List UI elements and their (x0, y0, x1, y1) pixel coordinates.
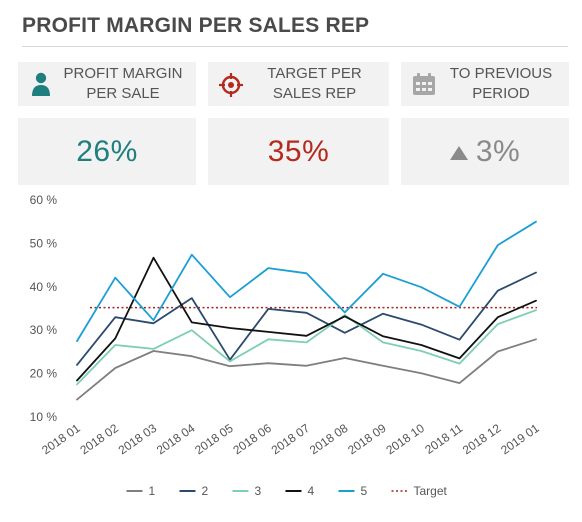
legend-label-4: 4 (308, 484, 315, 498)
x-tick-label: 2018 09 (345, 421, 389, 458)
kpi-target-card: 35% (208, 118, 389, 185)
triangle-up-icon (449, 145, 468, 160)
calendar-icon (411, 70, 437, 98)
x-tick-label: 2018 02 (77, 421, 121, 458)
kpi-target-header: TARGET PER SALES REP (208, 62, 389, 106)
y-tick-label: 30 % (30, 323, 58, 337)
kpi-profit-margin-label: PROFIT MARGIN PER SALE (56, 64, 190, 104)
kpi-previous-period-value: 3% (475, 134, 521, 168)
series-line-4 (76, 256, 537, 382)
x-tick-label: 2018 04 (154, 421, 198, 458)
x-tick-label: 2018 01 (39, 421, 83, 458)
series-line-1 (76, 338, 537, 401)
kpi-label-line2: PER SALE (86, 85, 160, 102)
kpi-label-line1: TO PREVIOUS (449, 65, 553, 82)
series-line-5 (76, 220, 537, 343)
page-title: PROFIT MARGIN PER SALES REP (22, 14, 370, 37)
x-tick-label: 2018 08 (307, 421, 351, 458)
x-tick-label: 2018 11 (422, 421, 465, 457)
series-line-3 (76, 309, 537, 386)
x-tick-label: 2018 10 (383, 421, 427, 458)
kpi-label-line1: PROFIT MARGIN (63, 65, 183, 82)
legend-label-5: 5 (361, 484, 368, 498)
x-tick-label: 2018 07 (269, 421, 313, 458)
y-tick-label: 40 % (30, 280, 58, 294)
y-tick-label: 20 % (30, 367, 58, 381)
x-tick-label: 2018 05 (192, 421, 236, 458)
kpi-profit-margin-value: 26% (76, 134, 138, 168)
kpi-label-line2: SALES REP (272, 85, 357, 102)
x-tick-label: 2018 12 (460, 421, 504, 458)
legend-label-2: 2 (202, 484, 209, 498)
y-tick-label: 10 % (30, 410, 58, 424)
kpi-profit-margin-header: PROFIT MARGIN PER SALE (18, 62, 196, 106)
kpi-previous-period-header: TO PREVIOUS PERIOD (401, 62, 569, 106)
kpi-label-line1: TARGET PER (267, 65, 362, 82)
kpi-label-line2: PERIOD (472, 85, 530, 102)
kpi-target-value: 35% (267, 134, 330, 168)
x-tick-label: 2018 03 (116, 421, 160, 458)
kpi-previous-period-value-wrap: 3% (449, 134, 521, 169)
series-line-2 (76, 271, 537, 366)
x-tick-label: 2018 06 (230, 421, 274, 458)
legend-label-3: 3 (255, 484, 262, 498)
x-tick-label: 2019 01 (498, 421, 542, 458)
y-tick-label: 60 % (30, 193, 58, 207)
target-icon (218, 70, 244, 98)
legend-label-1: 1 (149, 484, 156, 498)
kpi-previous-period-card: 3% (401, 118, 569, 185)
title-divider (22, 46, 568, 47)
kpi-previous-period-label: TO PREVIOUS PERIOD (439, 64, 563, 104)
kpi-profit-margin-card: 26% (18, 118, 196, 185)
legend-label-target: Target (414, 484, 448, 498)
person-icon (28, 70, 54, 98)
kpi-target-label: TARGET PER SALES REP (246, 64, 383, 104)
y-tick-label: 50 % (30, 236, 58, 250)
